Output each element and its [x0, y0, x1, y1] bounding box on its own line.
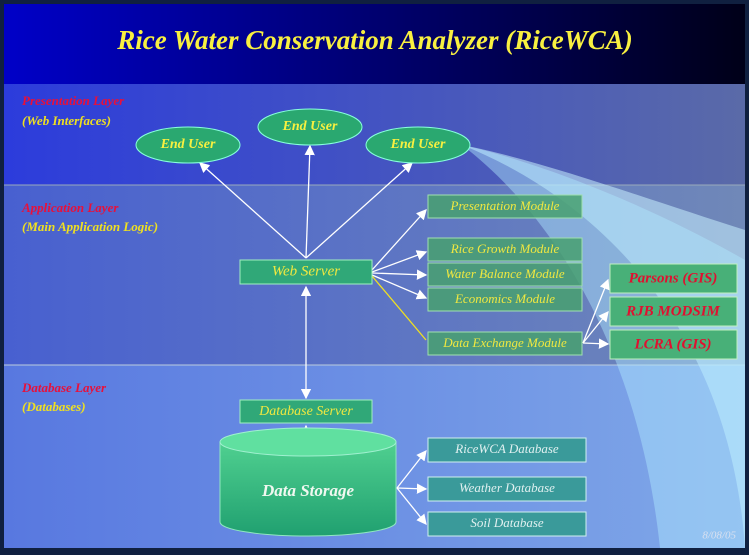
module-node: [427, 331, 583, 356]
module-node: [427, 262, 583, 287]
database-node: [427, 511, 587, 537]
date: 8/08/05: [702, 530, 736, 542]
layer-note: (Main Application Logic): [22, 219, 158, 234]
database-node: [427, 476, 587, 502]
title-band: [4, 4, 745, 84]
module-label: Water Balance Module: [445, 266, 565, 281]
external-node: [609, 329, 738, 360]
databases: RiceWCA Database Weather Database Soil D…: [427, 437, 587, 537]
layer-name: Presentation Layer: [22, 93, 125, 108]
module-label: Data Exchange Module: [442, 335, 567, 350]
layer-name: Database Layer: [21, 380, 107, 395]
database-node: [427, 437, 587, 463]
layer-name: Application Layer: [21, 200, 119, 215]
database-label: Weather Database: [459, 480, 555, 495]
end-user-label: End User: [160, 137, 216, 152]
web-server-label: Web Server: [272, 263, 340, 279]
end-user-label: End User: [390, 137, 446, 152]
module-label: Presentation Module: [450, 198, 560, 213]
data-storage-label: Data Storage: [261, 481, 355, 500]
database-label: RiceWCA Database: [454, 441, 559, 456]
external-label: RJB MODSIM: [625, 303, 720, 319]
module-label: Rice Growth Module: [450, 241, 560, 256]
light-beam: [462, 145, 745, 548]
external-label: LCRA (GIS): [633, 336, 711, 352]
web-server-node: [239, 259, 373, 285]
presentation-band: [4, 84, 745, 185]
layer-note: (Databases): [22, 399, 86, 414]
database-label: Soil Database: [470, 515, 544, 530]
module-node: [427, 194, 583, 219]
module-node: [427, 237, 583, 262]
title: Rice Water Conservation Analyzer (RiceWC…: [116, 25, 633, 55]
end-user-node: [135, 126, 241, 164]
database-server-node: [239, 399, 373, 424]
end-user-node: [365, 126, 471, 164]
external-systems: Parsons (GIS) RJB MODSIM LCRA (GIS): [609, 263, 738, 360]
database-server-label: Database Server: [258, 404, 353, 419]
external-node: [609, 296, 738, 327]
end-user-label: End User: [282, 119, 338, 134]
modules: Presentation Module Rice Growth Module W…: [427, 194, 583, 356]
data-storage: Data Storage: [219, 427, 397, 537]
external-node: [609, 263, 738, 294]
end-user-node: [257, 108, 363, 146]
light-beam: [462, 145, 745, 548]
module-label: Economics Module: [454, 291, 555, 306]
end-users: End User End User End User: [135, 108, 471, 164]
external-label: Parsons (GIS): [629, 270, 718, 286]
module-node: [427, 287, 583, 312]
layer-note: (Web Interfaces): [22, 113, 111, 128]
